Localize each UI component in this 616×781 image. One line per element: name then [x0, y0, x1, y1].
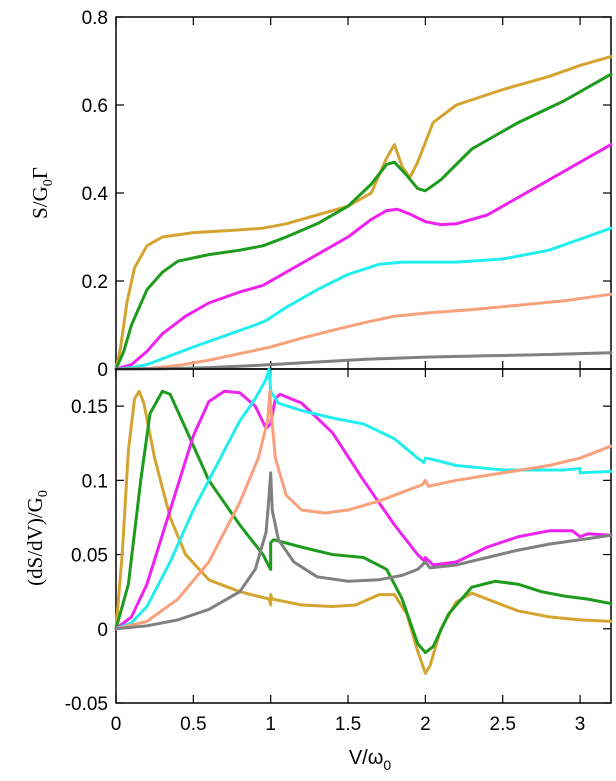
top-series-line-2: [114, 72, 613, 371]
bottom-y-tick-label: 0.15: [71, 397, 108, 418]
bottom-series-line-3: [114, 389, 613, 631]
top-y-ticks: 0 0.2 0.4 0.6 0.8: [82, 8, 611, 381]
bottom-series-group: [114, 367, 613, 675]
top-y-tick-label: 0.2: [82, 272, 108, 293]
top-y-tick-label: 0.6: [82, 96, 108, 117]
top-series-line-3: [114, 143, 613, 371]
x-axis-label-a: V/ω: [349, 747, 384, 769]
bottom-x-tick-label: 0.5: [180, 714, 206, 735]
bottom-y-tick-label: 0.05: [71, 546, 108, 567]
top-series-line-4: [114, 226, 613, 371]
top-y-axis-label-sub: 0: [41, 179, 56, 186]
bottom-y-tick-label: 0: [97, 620, 108, 641]
bottom-x-tick-label: 1.5: [335, 714, 361, 735]
top-y-tick-label: 0: [97, 360, 108, 381]
x-axis-label-sub: 0: [383, 757, 391, 773]
top-y-axis-label-a: S/G: [28, 186, 52, 219]
bottom-x-tick-label: 1: [265, 714, 276, 735]
bottom-series-line-6: [114, 471, 613, 631]
top-series-line-6: [114, 351, 613, 371]
top-y-tick-label: 0.4: [82, 184, 109, 205]
bottom-series-line-4: [114, 367, 613, 631]
bottom-x-tick-label: 2.5: [490, 714, 516, 735]
bottom-x-tick-label: 2: [420, 714, 431, 735]
bottom-series-line-1: [114, 389, 613, 675]
x-axis-label: V/ω0: [349, 747, 392, 773]
bottom-y-tick-label: 0.1: [82, 471, 108, 492]
top-series-line-5: [114, 292, 613, 371]
bottom-y-axis-label: (dS/dV)/G0: [23, 490, 51, 586]
top-series-group: [114, 55, 613, 371]
bottom-y-axis-label-a: (dS/dV)/G: [23, 497, 47, 586]
bottom-x-tick-label: 3: [575, 714, 586, 735]
bottom-plot-frame: [115, 368, 612, 704]
bottom-series-line-5: [114, 389, 613, 631]
top-y-axis-label: S/G0Γ: [28, 167, 56, 219]
bottom-series-line-2: [114, 389, 613, 655]
bottom-y-axis-label-sub: 0: [36, 490, 51, 497]
top-y-axis-label-b: Γ: [28, 167, 52, 179]
top-series-line-1: [114, 55, 613, 371]
bottom-x-tick-label: 0: [111, 714, 122, 735]
bottom-y-tick-label: -0.05: [65, 694, 108, 715]
top-y-tick-label: 0.8: [82, 8, 108, 29]
top-panel: 00.20.40.60.8 S/G0Γ: [28, 8, 613, 381]
